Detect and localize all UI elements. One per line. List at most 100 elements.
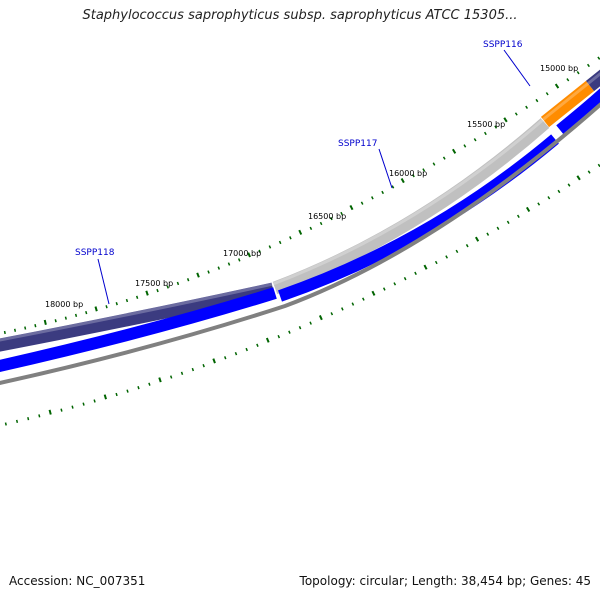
forward-gene-dark-end[interactable]	[585, 69, 600, 92]
gc-tick-26	[277, 334, 281, 339]
gc-tick-49	[516, 214, 520, 218]
tick-label-layer: 15000 bp 15500 bp 16000 bp 16500 bp 1700…	[45, 64, 578, 309]
outer-tick-56	[566, 78, 570, 82]
gc-tick-12	[126, 389, 129, 393]
gene-label-ssp118[interactable]: SSPP118	[75, 248, 115, 305]
gene-label-text[interactable]: SSPP118	[75, 248, 115, 258]
gene-label-ssp116[interactable]: SSPP116	[483, 40, 531, 87]
accession-value: NC_007351	[76, 574, 146, 588]
tick-label-16000: 16000 bp	[389, 169, 427, 178]
gc-tick-28	[298, 326, 302, 330]
gc-tick-2	[15, 419, 19, 423]
outer-tick-55	[554, 83, 560, 89]
forward-gene-ssp118[interactable]	[0, 282, 275, 352]
gc-tick-16	[169, 375, 173, 379]
gc-tick-35	[371, 290, 376, 296]
gc-tick-15	[158, 377, 162, 383]
outer-tick-18	[176, 281, 180, 286]
outer-tick-11	[105, 305, 108, 309]
forward-gene-ssp117[interactable]	[272, 118, 550, 295]
outer-tick-33	[330, 216, 333, 221]
outer-tick-28	[278, 240, 282, 245]
outer-tick-50	[503, 117, 508, 123]
gc-tick-20	[212, 358, 216, 364]
outer-tick-3	[24, 326, 27, 330]
outer-tick-20	[196, 272, 200, 278]
gc-tick-17	[180, 371, 184, 375]
outer-tick-58	[587, 63, 590, 68]
forward-strand-highlight	[0, 72, 600, 342]
outer-tick-25	[247, 252, 251, 258]
outer-tick-14	[135, 295, 139, 299]
outer-tick-40	[400, 177, 405, 184]
leader-line	[378, 148, 393, 189]
gc-content-track	[4, 163, 600, 426]
gene-label-text[interactable]: SSPP117	[338, 139, 377, 149]
accession-label: Accession:	[9, 574, 73, 588]
gc-tick-23	[245, 347, 248, 352]
outer-tick-7	[64, 316, 67, 320]
gc-tick-19	[202, 364, 205, 368]
gc-tick-47	[496, 226, 500, 230]
gc-tick-25	[265, 337, 270, 343]
outer-tick-46	[463, 144, 467, 148]
gc-tick-46	[486, 232, 490, 236]
gc-tick-30	[318, 315, 323, 321]
accession-info: Accession: NC_007351	[9, 574, 145, 588]
gc-tick-43	[455, 249, 459, 254]
reverse-gene-3[interactable]	[556, 88, 600, 135]
outer-tick-16	[156, 288, 159, 293]
outer-tick-9	[85, 310, 88, 315]
outer-tick-57	[576, 71, 580, 75]
gc-tick-44	[465, 244, 469, 248]
tick-label-15500: 15500 bp	[467, 120, 505, 129]
outer-tick-36	[360, 201, 364, 205]
gc-tick-56	[587, 170, 591, 174]
gc-tick-10	[103, 394, 107, 400]
outer-tick-27	[268, 245, 272, 249]
gc-tick-1	[4, 422, 7, 426]
gc-tick-34	[362, 297, 365, 301]
gc-tick-27	[288, 330, 291, 334]
outer-tick-1	[3, 330, 6, 335]
gc-tick-52	[547, 196, 551, 200]
gc-tick-9	[93, 399, 96, 403]
reverse-gene-2[interactable]	[278, 134, 559, 302]
gc-tick-5	[48, 409, 52, 415]
outer-tick-31	[309, 226, 313, 231]
gc-tick-22	[234, 351, 238, 356]
tick-label-17000: 17000 bp	[223, 249, 261, 258]
outer-tick-4	[34, 324, 37, 328]
gc-tick-13	[137, 386, 140, 390]
outer-tick-52	[525, 105, 529, 109]
outer-tick-44	[442, 156, 446, 160]
gc-tick-45	[475, 236, 480, 242]
outer-tick-53	[535, 98, 539, 103]
outer-tick-45	[452, 148, 457, 154]
leader-line	[97, 258, 110, 305]
outer-tick-24	[237, 258, 241, 262]
outer-tick-21	[207, 270, 210, 274]
outer-tick-43	[432, 162, 436, 166]
gene-label-ssp117[interactable]: SSPP117	[338, 139, 393, 189]
outer-tick-38	[381, 190, 385, 195]
outer-tick-30	[298, 229, 303, 235]
reverse-gene-1[interactable]	[0, 287, 277, 373]
gc-tick-42	[445, 255, 448, 259]
gc-tick-24	[256, 343, 259, 347]
tick-label-17500: 17500 bp	[135, 279, 173, 288]
outer-tick-15	[145, 290, 149, 296]
gc-tick-50	[525, 206, 531, 212]
outer-tick-59	[597, 56, 600, 60]
outer-tick-8	[74, 313, 78, 318]
outer-tick-49	[494, 125, 498, 129]
outer-tick-47	[473, 138, 477, 142]
outer-tick-35	[349, 204, 354, 211]
leader-line	[503, 49, 531, 87]
gene-label-text[interactable]: SSPP116	[483, 40, 523, 50]
outer-tick-19	[186, 278, 190, 282]
forward-gene-ssp116[interactable]	[540, 80, 595, 128]
outer-tick-29	[289, 236, 292, 240]
